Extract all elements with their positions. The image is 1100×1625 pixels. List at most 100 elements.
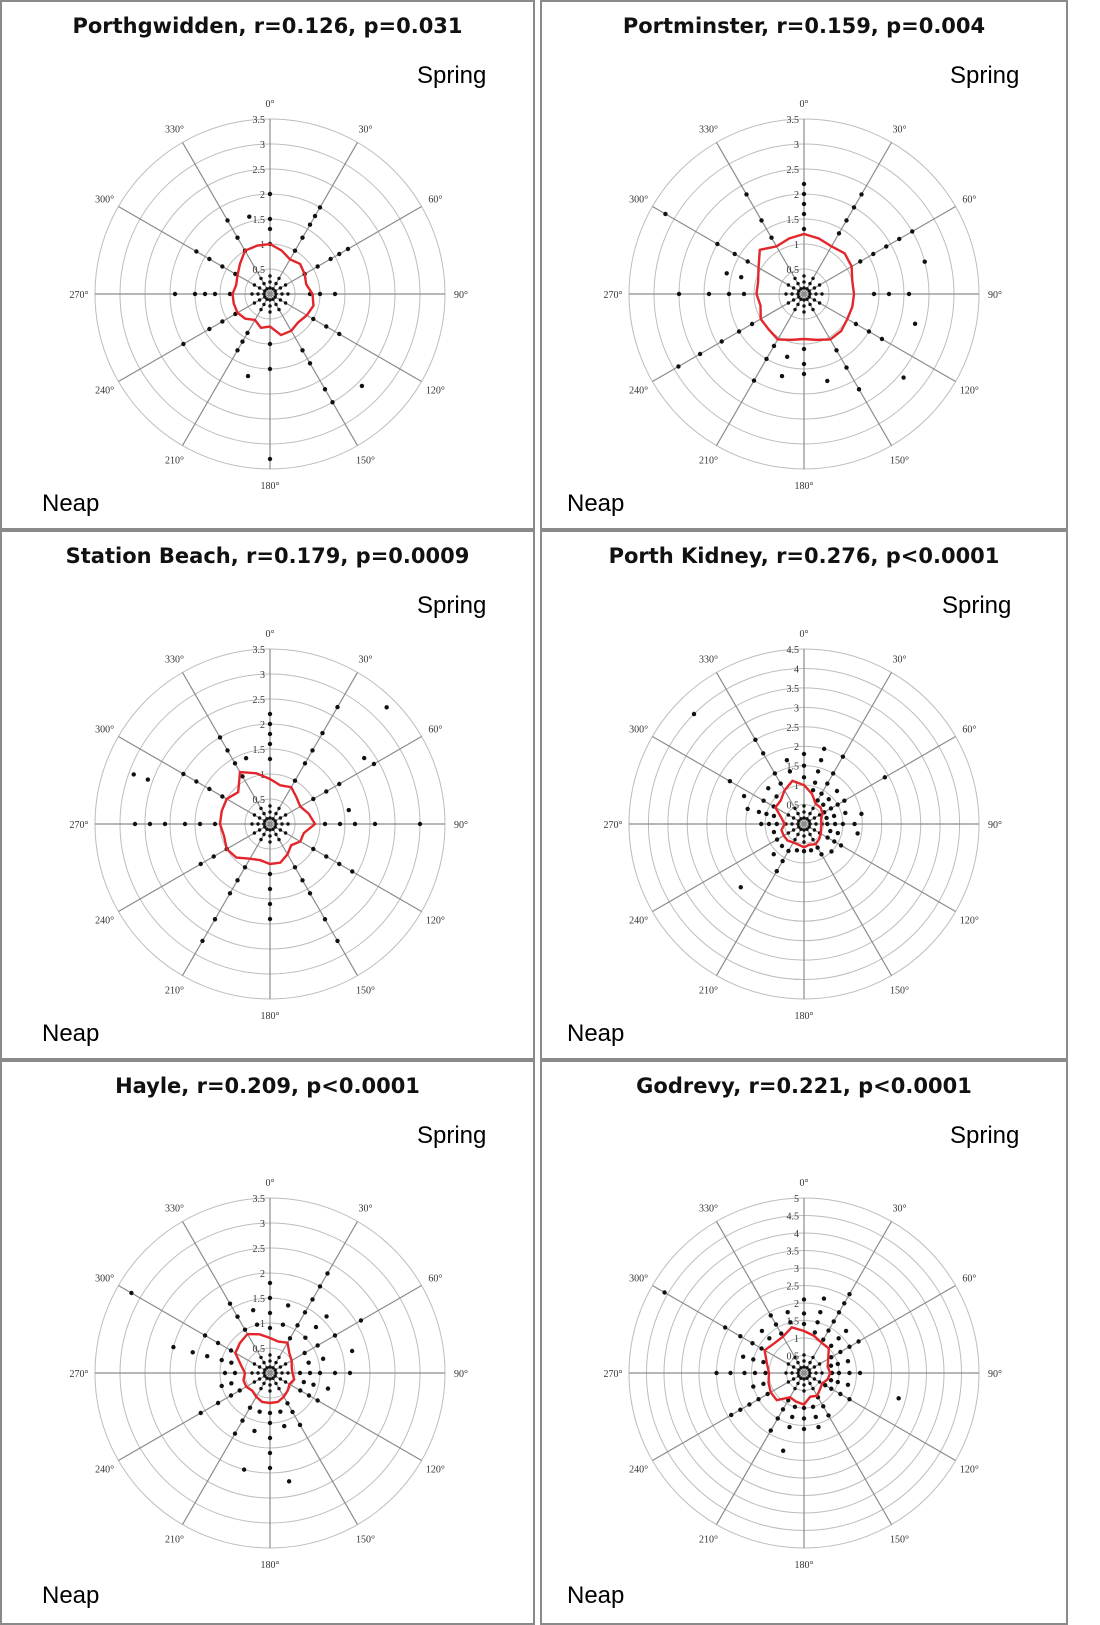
- mean-line: [218, 770, 317, 866]
- chart-title: Porthgwidden, r=0.126, p=0.031: [72, 14, 463, 38]
- data-point: [814, 822, 818, 826]
- data-point: [252, 831, 257, 835]
- data-point: [297, 1422, 303, 1428]
- data-point: [786, 301, 791, 305]
- angle-tick-label: 240°: [629, 916, 648, 927]
- radial-tick-label: 3.5: [787, 115, 800, 126]
- data-point: [769, 235, 774, 240]
- data-point: [790, 1414, 795, 1420]
- angle-tick-label: 0°: [800, 99, 809, 110]
- data-point: [840, 754, 846, 759]
- data-point: [751, 1357, 756, 1362]
- data-point: [290, 1409, 295, 1415]
- data-point: [328, 256, 333, 262]
- data-point: [922, 259, 927, 264]
- data-point: [359, 383, 365, 389]
- angular-spoke: [715, 672, 805, 825]
- data-point: [812, 828, 817, 832]
- data-point: [815, 769, 821, 774]
- data-point: [808, 811, 812, 816]
- data-point: [793, 276, 797, 281]
- data-point: [240, 774, 245, 779]
- data-point: [263, 295, 267, 299]
- data-point: [267, 1295, 273, 1301]
- polar-plot: 0° 30° 60° 90° 120° 150° 180° 210° 240° 270° 300° 3…: [70, 99, 469, 492]
- data-point: [257, 1377, 262, 1381]
- angle-tick-label: 240°: [629, 386, 648, 397]
- angle-tick-label: 90°: [454, 820, 468, 831]
- data-point: [828, 1378, 834, 1383]
- data-point: [286, 292, 290, 296]
- data-point: [774, 794, 779, 799]
- angular-spoke: [803, 1372, 956, 1462]
- angular-spoke: [715, 142, 805, 295]
- angular-spoke: [269, 205, 422, 295]
- data-point: [267, 1420, 273, 1426]
- data-point: [202, 291, 208, 297]
- data-point: [838, 1349, 843, 1355]
- data-point: [267, 916, 273, 922]
- data-point: [371, 761, 377, 767]
- data-point: [302, 1350, 307, 1356]
- data-point: [842, 798, 847, 803]
- data-point: [250, 822, 254, 826]
- data-point: [836, 1310, 842, 1315]
- data-point: [826, 1413, 831, 1418]
- data-point: [791, 1377, 796, 1381]
- data-point: [811, 1386, 815, 1391]
- data-point: [267, 1325, 273, 1331]
- data-point: [859, 811, 864, 817]
- spring-label: Spring: [417, 1122, 487, 1149]
- data-point: [859, 192, 864, 197]
- data-point: [812, 1365, 817, 1369]
- data-point: [823, 1383, 828, 1388]
- data-point: [232, 1431, 238, 1436]
- angle-tick-label: 210°: [165, 985, 184, 996]
- data-point: [801, 1321, 807, 1327]
- mean-line: [234, 1332, 296, 1405]
- data-point: [332, 1333, 338, 1338]
- data-point: [315, 1343, 320, 1348]
- data-point: [818, 1309, 823, 1315]
- data-point: [855, 831, 860, 836]
- angle-tick-label: 180°: [795, 1011, 814, 1022]
- angular-spoke: [269, 1372, 359, 1525]
- data-point: [812, 286, 817, 290]
- data-point: [235, 235, 240, 240]
- data-point: [838, 843, 844, 848]
- data-point: [274, 292, 278, 296]
- angle-tick-label: 0°: [266, 1178, 275, 1189]
- data-point: [832, 839, 837, 844]
- angular-spoke: [181, 142, 271, 295]
- radial-tick-label: 1: [260, 1319, 265, 1330]
- data-point: [808, 302, 812, 307]
- data-point: [807, 825, 811, 829]
- data-point: [810, 787, 816, 793]
- data-point: [797, 289, 801, 293]
- data-point: [262, 302, 266, 307]
- data-point: [212, 291, 218, 297]
- neap-label: Neap: [42, 490, 100, 517]
- data-point: [808, 832, 812, 837]
- radial-tick-label: 2.5: [787, 723, 800, 734]
- data-point: [742, 1370, 747, 1376]
- data-point: [767, 1336, 772, 1341]
- spring-label: Spring: [950, 62, 1020, 89]
- polar-plot: 0° 30° 60° 90° 120° 150° 180° 210° 240° 270° 300° 3…: [70, 629, 469, 1022]
- data-point: [774, 821, 779, 827]
- radial-tick-label: 3: [260, 1219, 265, 1230]
- data-point: [265, 817, 269, 821]
- data-point: [273, 1374, 277, 1378]
- data-point: [882, 775, 888, 780]
- data-point: [277, 1386, 281, 1391]
- data-point: [802, 840, 806, 844]
- angular-spoke: [269, 823, 422, 913]
- data-point: [267, 1410, 273, 1416]
- data-point: [300, 235, 305, 240]
- data-point: [771, 813, 777, 819]
- data-point: [267, 721, 273, 727]
- data-point: [719, 339, 724, 344]
- radial-tick-label: 2: [794, 190, 799, 201]
- data-point: [786, 813, 791, 817]
- data-point: [337, 251, 342, 257]
